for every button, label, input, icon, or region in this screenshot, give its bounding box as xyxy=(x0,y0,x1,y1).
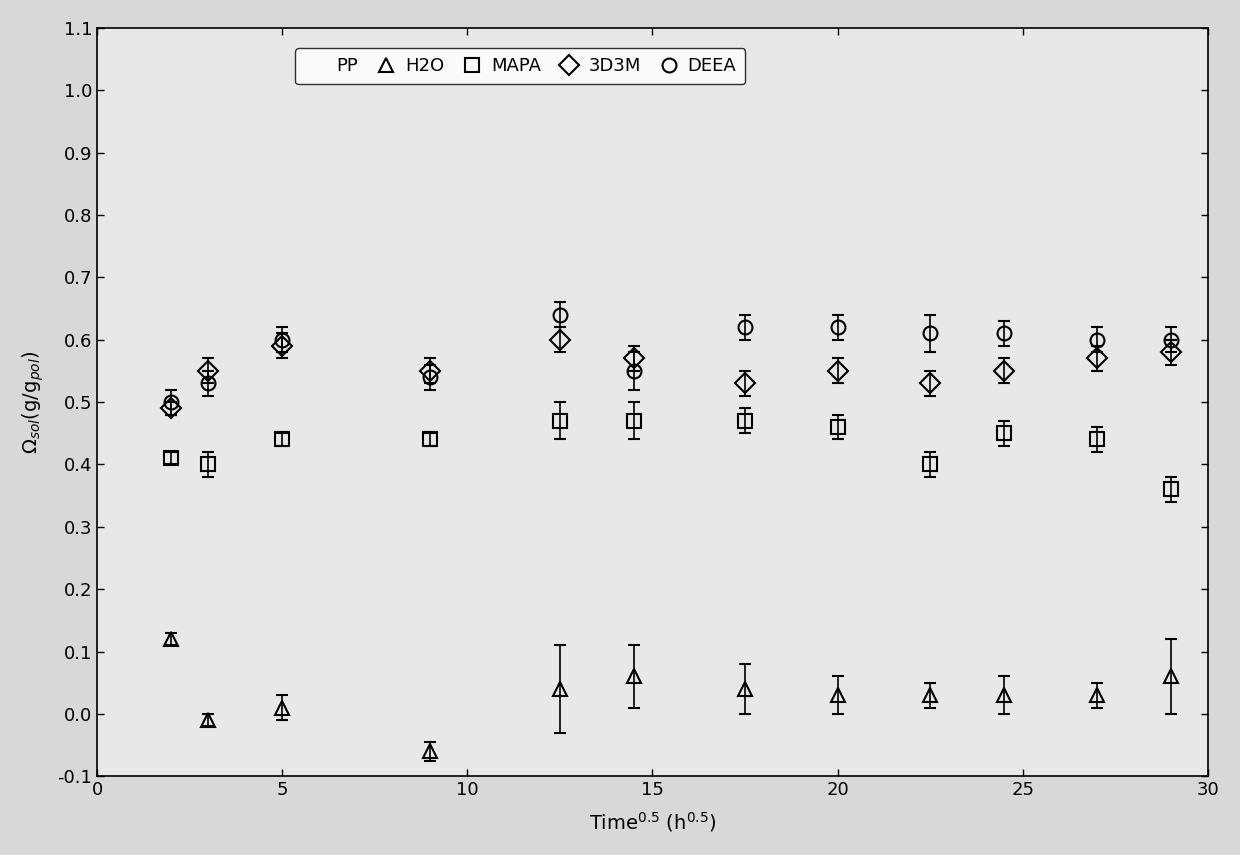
Y-axis label: $\Omega_{sol}$(g/g$_{pol}$): $\Omega_{sol}$(g/g$_{pol}$) xyxy=(21,351,46,454)
X-axis label: Time$^{0.5}$ (h$^{0.5}$): Time$^{0.5}$ (h$^{0.5}$) xyxy=(589,811,717,834)
Legend: PP, H2O, MAPA, 3D3M, DEEA: PP, H2O, MAPA, 3D3M, DEEA xyxy=(295,48,745,84)
